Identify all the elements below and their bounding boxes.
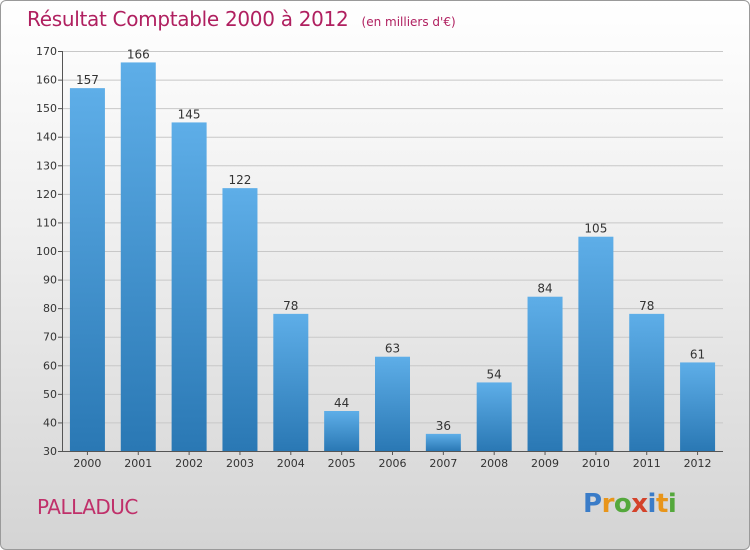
bar-value-label: 166 [127,47,150,61]
y-tick-label: 40 [43,416,57,429]
bar-value-label: 54 [487,367,502,381]
bar [222,188,258,451]
x-tick-label: 2001 [124,457,152,470]
y-tick-label: 60 [43,359,57,372]
logo-letter: i [667,489,677,519]
bar [425,433,461,451]
commune-name: PALLADUC [37,495,138,519]
bar [324,411,360,451]
x-tick-label: 2006 [379,457,407,470]
bar-value-label: 63 [385,342,400,356]
x-tick-label: 2010 [582,457,610,470]
bar [527,296,563,451]
bar [629,313,665,451]
bar [578,236,614,451]
bar-value-label: 105 [584,222,607,236]
bar [171,122,207,451]
x-tick-label: 2002 [175,457,203,470]
y-tick-label: 130 [36,159,57,172]
logo-letter: t [655,489,668,519]
chart-title: Résultat Comptable 2000 à 2012 (en milli… [27,7,456,31]
chart-title-unit: (en milliers d'€) [361,15,456,29]
logo-letter: o [613,489,632,519]
y-tick-label: 70 [43,331,57,344]
data-labels: 157 166 145 122 78 44 63 36 54 84 105 78 61 [76,47,705,432]
x-tick-label: 2008 [480,457,508,470]
bar [375,356,410,451]
bar [680,362,716,451]
x-tick-label: 2011 [633,457,661,470]
x-tick-label: 2012 [684,457,712,470]
x-tick-label: 2004 [277,457,305,470]
logo-letter: r [601,489,615,519]
logo-letter: i [647,489,657,519]
x-tick-label: 2000 [73,457,101,470]
y-tick-label: 50 [43,388,57,401]
axes: 30 40 50 60 70 80 90 100 110 120 130 140 150 160 170 20… [36,45,723,470]
bar [69,88,105,452]
y-tick-label: 90 [43,274,57,287]
x-tick-label: 2003 [226,457,254,470]
x-tick-label: 2007 [429,457,457,470]
y-tick-label: 110 [36,216,57,229]
chart-title-main: Résultat Comptable 2000 à 2012 [27,7,349,31]
y-tick-label: 140 [36,131,57,144]
y-tick-label: 170 [36,45,57,58]
logo-letter: P [583,489,602,519]
bars [69,62,716,452]
bar-value-label: 44 [334,396,349,410]
bar [273,313,309,451]
x-tick-label: 2009 [531,457,559,470]
y-tick-label: 100 [36,245,57,258]
bar [120,62,156,452]
y-tick-label: 30 [43,445,57,458]
bar-value-label: 84 [537,282,552,296]
proxiti-logo[interactable]: Proxiti [583,489,677,519]
x-tick-label: 2005 [328,457,356,470]
y-tick-label: 120 [36,188,57,201]
y-tick-label: 80 [43,302,57,315]
bar [476,382,512,451]
bar-value-label: 61 [690,347,705,361]
bar-value-label: 78 [639,299,654,313]
y-tick-label: 160 [36,74,57,87]
bar-value-label: 145 [178,107,201,121]
bar-value-label: 36 [436,419,451,433]
y-tick-label: 150 [36,102,57,115]
bar-value-label: 157 [76,73,99,87]
logo-letter: x [631,489,648,519]
bar-value-label: 122 [229,173,252,187]
bar-value-label: 78 [283,299,298,313]
